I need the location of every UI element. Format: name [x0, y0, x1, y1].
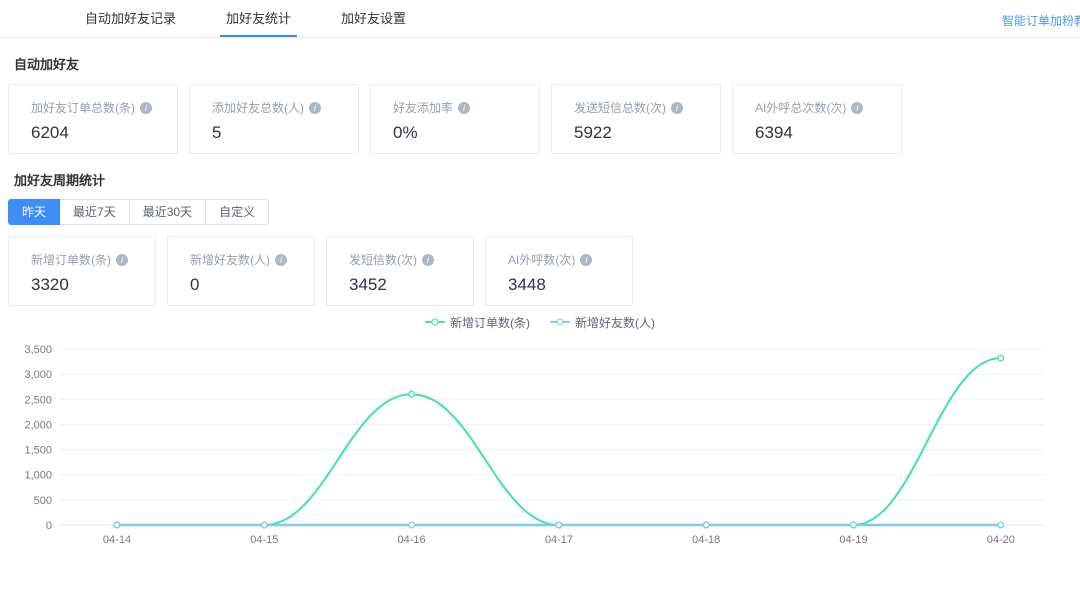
stat-value: 0% [393, 123, 418, 142]
y-axis-tick-label: 1,000 [24, 470, 52, 482]
y-axis-tick-label: 3,500 [24, 344, 52, 356]
stat-card-friend-add-rate: 好友添加率 i 0% [370, 84, 540, 154]
x-axis-tick-label: 04-16 [398, 534, 426, 546]
smart-order-add-fans-tutorial-link[interactable]: 智能订单加粉教程 [1002, 14, 1080, 28]
stat-card-new-orders: 新增订单数(条) i 3320 [8, 236, 156, 306]
stat-label: 加好友订单总数(条) [31, 101, 135, 115]
legend-item-new-friends[interactable]: 新增好友数(人) [550, 314, 655, 331]
x-axis-tick-label: 04-15 [250, 534, 278, 546]
stat-card-friends-total: 添加好友总数(人) i 5 [189, 84, 359, 154]
stat-card-order-total: 加好友订单总数(条) i 6204 [8, 84, 178, 154]
stat-card-ai-call-total: AI外呼总次数(次) i 6394 [732, 84, 902, 154]
tab-add-friend-statistics[interactable]: 加好友统计 [220, 0, 298, 37]
stat-label: AI外呼总次数(次) [755, 101, 847, 115]
info-icon[interactable]: i [422, 253, 434, 266]
stat-value: 3448 [508, 275, 546, 294]
y-axis-tick-label: 0 [46, 520, 52, 532]
line-marker-icon [550, 318, 570, 326]
info-icon[interactable]: i [851, 101, 864, 114]
data-point-marker [260, 521, 268, 529]
line-marker-icon [425, 318, 445, 326]
filter-last-7-days[interactable]: 最近7天 [59, 199, 130, 225]
stat-label: 添加好友总数(人) [212, 101, 304, 115]
x-axis-tick-label: 04-20 [987, 534, 1015, 546]
x-axis-tick-label: 04-18 [692, 534, 720, 546]
info-icon[interactable]: i [140, 101, 152, 114]
stat-label: 新增订单数(条) [31, 253, 111, 267]
filter-custom[interactable]: 自定义 [205, 199, 270, 225]
stat-value: 0 [190, 275, 200, 294]
filter-yesterday[interactable]: 昨天 [8, 199, 61, 225]
y-axis-tick-label: 500 [34, 495, 52, 507]
x-axis-tick-label: 04-17 [545, 534, 573, 546]
legend-item-new-orders[interactable]: 新增订单数(条) [425, 314, 530, 331]
stat-value: 3452 [349, 275, 387, 294]
legend-label: 新增好友数(人) [575, 315, 655, 330]
stat-label: 好友添加率 [393, 101, 454, 115]
tab-bar: 自动加好友记录 加好友统计 加好友设置 [0, 0, 1080, 38]
stat-value: 3320 [31, 275, 69, 294]
y-axis-tick-label: 2,000 [24, 419, 52, 431]
stat-card-new-friends: 新增好友数(人) i 0 [167, 236, 315, 306]
stat-card-sms-total: 发送短信总数(次) i 5922 [551, 84, 721, 154]
data-point-marker [997, 521, 1005, 529]
data-point-marker [997, 354, 1005, 362]
info-icon[interactable]: i [309, 101, 321, 114]
info-icon[interactable]: i [671, 101, 683, 114]
data-point-marker [555, 521, 563, 529]
x-axis-tick-label: 04-14 [103, 534, 131, 546]
stat-card-ai-calls: AI外呼数(次) i 3448 [485, 236, 633, 306]
legend-label: 新增订单数(条) [450, 315, 530, 330]
info-icon[interactable]: i [580, 253, 593, 266]
period-stats-row: 新增订单数(条) i 3320 新增好友数(人) i 0 发短信数(次) i 3452… [8, 236, 1080, 306]
data-point-marker [113, 521, 121, 529]
y-axis-tick-label: 2,500 [24, 394, 52, 406]
tab-add-friend-settings[interactable]: 加好友设置 [341, 11, 407, 26]
info-icon[interactable]: i [458, 101, 471, 114]
stat-value: 5 [212, 123, 222, 142]
section-title-period-statistics: 加好友周期统计 [14, 173, 106, 188]
stat-label: 发短信数(次) [349, 253, 417, 267]
date-range-filter-group: 昨天 最近7天 最近30天 自定义 [8, 199, 270, 225]
total-stats-row: 加好友订单总数(条) i 6204 添加好友总数(人) i 5 好友添加率 i 0% … [8, 84, 1080, 154]
stat-label: 发送短信总数(次) [574, 101, 666, 115]
data-point-marker [850, 521, 857, 529]
stat-value: 6204 [31, 123, 69, 142]
x-axis-tick-label: 04-19 [839, 534, 867, 546]
stat-card-sms-sent: 发短信数(次) i 3452 [326, 236, 474, 306]
line-chart: 0 500 1,000 1,500 2,000 2,500 3,000 3,500 04-14 0… [24, 344, 1045, 546]
info-icon[interactable]: i [275, 253, 287, 266]
stat-label: AI外呼数(次) [508, 253, 576, 267]
chart-legend: 新增订单数(条) 新增好友数(人) [0, 314, 1080, 331]
stat-value: 5922 [574, 123, 612, 142]
info-icon[interactable]: i [116, 253, 128, 266]
tab-auto-add-friend-records[interactable]: 自动加好友记录 [85, 11, 177, 26]
y-axis-tick-label: 1,500 [24, 445, 52, 457]
data-point-marker [408, 521, 416, 529]
y-axis-tick-label: 3,000 [24, 369, 52, 381]
data-point-marker [408, 390, 416, 398]
filter-last-30-days[interactable]: 最近30天 [128, 199, 207, 225]
section-title-auto-add-friend: 自动加好友 [14, 57, 80, 72]
stat-value: 6394 [755, 123, 793, 142]
data-point-marker [702, 521, 710, 529]
stat-label: 新增好友数(人) [190, 253, 270, 267]
